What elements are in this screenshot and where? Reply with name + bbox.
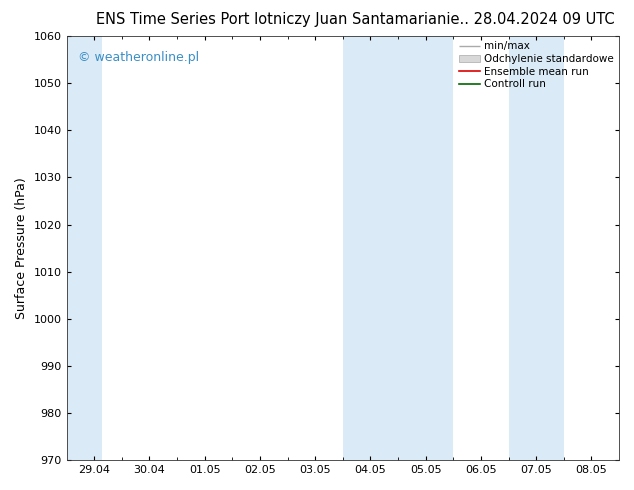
- Bar: [508, 36, 564, 460]
- Y-axis label: Surface Pressure (hPa): Surface Pressure (hPa): [15, 177, 28, 319]
- Bar: [398, 36, 453, 460]
- Bar: [343, 36, 398, 460]
- Bar: [67, 36, 103, 460]
- Text: ENS Time Series Port lotniczy Juan Santamaria: ENS Time Series Port lotniczy Juan Santa…: [96, 12, 437, 27]
- Text: nie.. 28.04.2024 09 UTC: nie.. 28.04.2024 09 UTC: [437, 12, 615, 27]
- Text: © weatheronline.pl: © weatheronline.pl: [77, 51, 198, 64]
- Legend: min/max, Odchylenie standardowe, Ensemble mean run, Controll run: min/max, Odchylenie standardowe, Ensembl…: [455, 37, 618, 93]
